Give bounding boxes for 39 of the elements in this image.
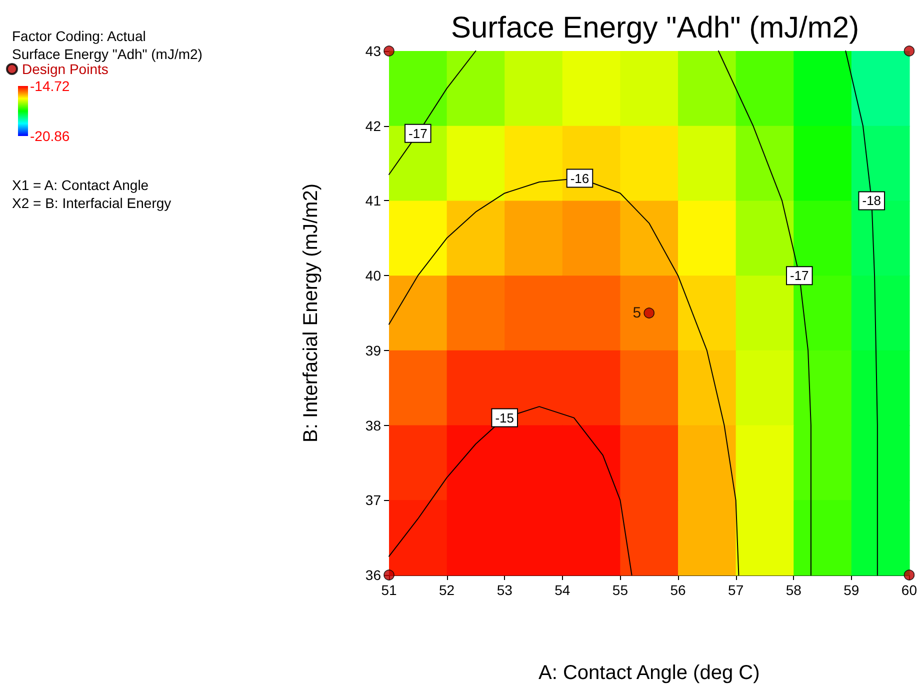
annotation: 5: [632, 304, 642, 322]
x-tick-label: 55: [612, 582, 628, 598]
x-tick-label: 58: [786, 582, 802, 598]
chart-title: Surface Energy "Adh" (mJ/m2): [450, 12, 860, 44]
x-tick-label: 59: [844, 582, 860, 598]
y-tick-label: 38: [365, 417, 382, 434]
series-label: -17: [408, 126, 428, 141]
y-tick-label: 40: [365, 268, 382, 284]
x-tick-label: 54: [554, 582, 570, 598]
series-label: -16: [570, 170, 590, 186]
y-axis-title: B: Interfacial Energy (mJ/m2): [300, 184, 322, 442]
series-label: -17: [790, 268, 809, 284]
point: [384, 570, 394, 580]
point: [904, 570, 915, 580]
color-bar-label: -20.86: [30, 128, 70, 144]
x-tick-label: 52: [439, 582, 455, 598]
x-axis-title: A: Contact Angle (deg C): [538, 662, 760, 684]
x-tick-label: 56: [670, 582, 686, 598]
x-tick-label: 53: [496, 582, 513, 598]
point: [384, 46, 394, 56]
x-tick-label: 51: [381, 582, 397, 598]
y-tick-label: 43: [365, 43, 382, 59]
y-tick-label: 42: [365, 118, 382, 134]
color-bar-title: Surface Energy "Adh" (mJ/m2): [12, 46, 202, 62]
legend-label: Design Points: [22, 61, 108, 77]
point: [904, 46, 915, 56]
y-tick-label: 41: [365, 192, 382, 209]
text: Factor Coding: Actual: [12, 28, 146, 44]
point: [644, 308, 655, 318]
y-tick-label: 37: [365, 492, 382, 508]
y-tick-label: 36: [365, 567, 382, 583]
text: X1 = A: Contact Angle: [12, 177, 149, 193]
series-label: -15: [495, 410, 514, 426]
series-label: -18: [862, 193, 882, 208]
x-tick-label: 57: [728, 582, 744, 598]
y-tick-label: 39: [365, 342, 382, 358]
x-tick-label: 60: [901, 582, 918, 598]
color-bar-label: -14.72: [30, 78, 70, 94]
text: X2 = B: Interfacial Energy: [12, 195, 172, 211]
